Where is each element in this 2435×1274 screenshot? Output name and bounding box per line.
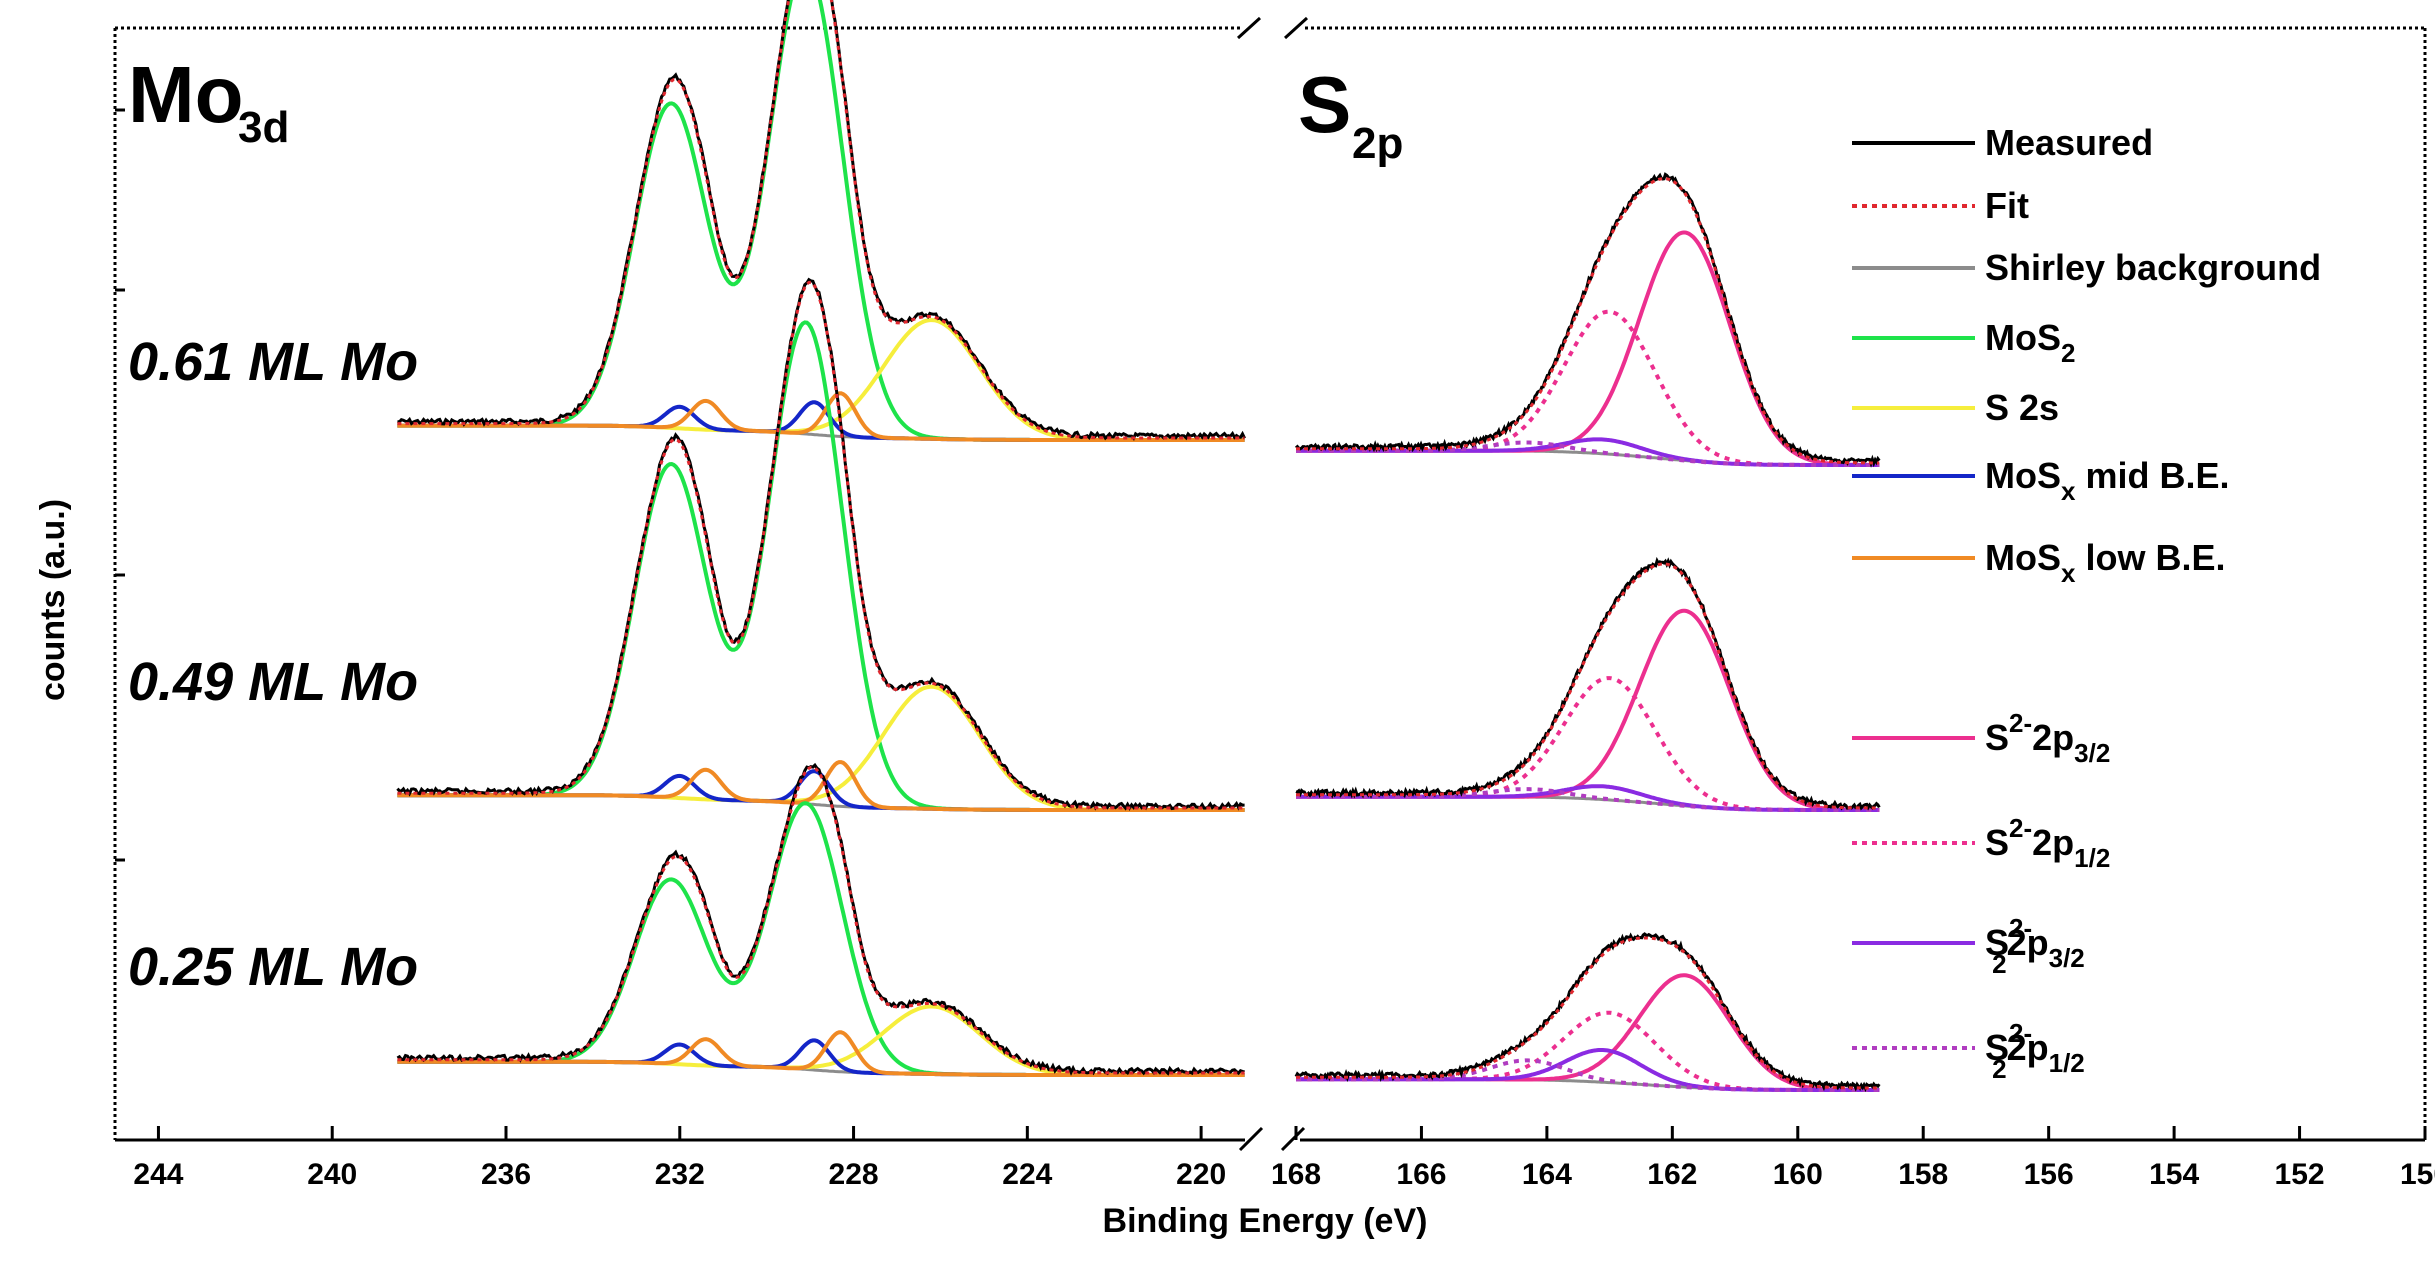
legend-item-s2s: S 2s <box>1852 387 2059 428</box>
component-line-mos2 <box>397 801 1245 1077</box>
legend-label-mosx_low: MoSx low B.E. <box>1985 537 2225 588</box>
panel-label-mo3d: Mo 3d <box>128 50 289 152</box>
legend: Measured Fit Shirley background MoS2 S 2s MoS… <box>1852 122 2321 1084</box>
legend-label-s2m_32: S2-2p3/2 <box>1985 708 2110 768</box>
legend-item-s22m_12: S2-22p1/2 <box>1852 1018 2085 1084</box>
legend-item-mos2: MoS2 <box>1852 317 2075 368</box>
fit-line <box>1296 936 1880 1090</box>
plot-frame <box>113 16 2427 1152</box>
component-line-s2m_32 <box>1296 608 1880 812</box>
component-line-s2m_32 <box>1296 230 1880 467</box>
x-tick-label: 150 <box>2400 1158 2435 1191</box>
x-tick-label: 232 <box>655 1158 705 1191</box>
measured-line <box>1295 556 1881 811</box>
x-tick-label: 164 <box>1522 1158 1572 1191</box>
fit-line <box>397 765 1245 1075</box>
legend-item-mosx_low: MoSx low B.E. <box>1852 537 2225 588</box>
axis-break-mark-top-1 <box>1236 16 1262 40</box>
x-tick-label: 154 <box>2149 1158 2199 1191</box>
fit-line <box>1296 562 1880 810</box>
legend-label-fit: Fit <box>1985 185 2029 226</box>
legend-label-mosx_mid: MoSx mid B.E. <box>1985 455 2230 506</box>
axis-break-mark-top-2 <box>1283 16 1309 40</box>
axis-break-mark-bottom-1 <box>1238 1126 1264 1152</box>
legend-label-s22m_32: S2-22p3/2 <box>1985 913 2085 979</box>
component-line-s2m_12 <box>1296 676 1880 812</box>
sample-label-1: 0.49 ML Mo <box>128 652 418 712</box>
x-tick-label: 224 <box>1002 1158 1052 1191</box>
x-tick-label: 236 <box>481 1158 531 1191</box>
component-line-mosx_low <box>397 1030 1245 1077</box>
x-tick-label: 244 <box>133 1158 183 1191</box>
legend-label-measured: Measured <box>1985 122 2153 163</box>
legend-label-s22m_12: S2-22p1/2 <box>1985 1018 2085 1084</box>
y-axis-label: counts (a.u.) <box>34 499 72 701</box>
component-line-mosx_low <box>397 391 1245 442</box>
panel-label-mo-sub: 3d <box>238 103 289 152</box>
x-tick-label: 152 <box>2275 1158 2325 1191</box>
x-axis-ticks: 244 240 236 232 228 224 220 168 166 164 162 160 158 1… <box>133 1126 2435 1191</box>
legend-item-measured: Measured <box>1852 122 2153 163</box>
spectra-curves <box>396 0 1881 1093</box>
panel-label-s-main: S <box>1298 60 1351 149</box>
component-line-s22m_12 <box>1296 440 1880 467</box>
legend-label-s2s: S 2s <box>1985 387 2059 428</box>
component-line-s2m_12 <box>1296 309 1880 467</box>
component-line-s2s <box>397 1004 1245 1077</box>
fit-line <box>397 280 1245 810</box>
component-line-s22m_12 <box>1296 787 1880 812</box>
component-line-mosx_low <box>397 760 1245 812</box>
legend-label-s2m_12: S2-2p1/2 <box>1985 813 2110 873</box>
component-line-mos2 <box>397 320 1245 812</box>
x-tick-label: 162 <box>1647 1158 1697 1191</box>
sample-label-0: 0.61 ML Mo <box>128 332 418 392</box>
fit-line <box>1296 177 1880 465</box>
panel-label-mo-main: Mo <box>128 50 244 139</box>
x-axis-label: Binding Energy (eV) <box>1103 1202 1428 1240</box>
legend-item-mosx_mid: MoSx mid B.E. <box>1852 455 2230 506</box>
legend-item-s22m_32: S2-22p3/2 <box>1852 913 2085 979</box>
x-tick-label: 156 <box>2024 1158 2074 1191</box>
legend-item-fit: Fit <box>1852 185 2029 226</box>
axis-break-mark-bottom-2 <box>1280 1126 1306 1152</box>
x-tick-label: 158 <box>1898 1158 1948 1191</box>
legend-label-shirley: Shirley background <box>1985 247 2321 288</box>
panel-label-s2p: S 2p <box>1298 60 1403 168</box>
legend-label-mos2: MoS2 <box>1985 317 2075 368</box>
x-tick-label: 168 <box>1271 1158 1321 1191</box>
legend-item-shirley: Shirley background <box>1852 247 2321 288</box>
sample-label-2: 0.25 ML Mo <box>128 937 418 997</box>
panel-label-s-sub: 2p <box>1352 119 1403 168</box>
x-tick-label: 166 <box>1396 1158 1446 1191</box>
legend-item-s2m_32: S2-2p3/2 <box>1852 708 2110 768</box>
x-tick-label: 240 <box>307 1158 357 1191</box>
x-tick-label: 220 <box>1176 1158 1226 1191</box>
x-tick-label: 228 <box>829 1158 879 1191</box>
measured-line <box>1294 172 1881 468</box>
measured-line <box>397 0 1246 441</box>
x-tick-label: 160 <box>1773 1158 1823 1191</box>
measured-line <box>1294 932 1881 1093</box>
component-line-mos2 <box>397 0 1245 442</box>
component-line-s2m_32 <box>1296 973 1880 1092</box>
legend-item-s2m_12: S2-2p1/2 <box>1852 813 2110 873</box>
